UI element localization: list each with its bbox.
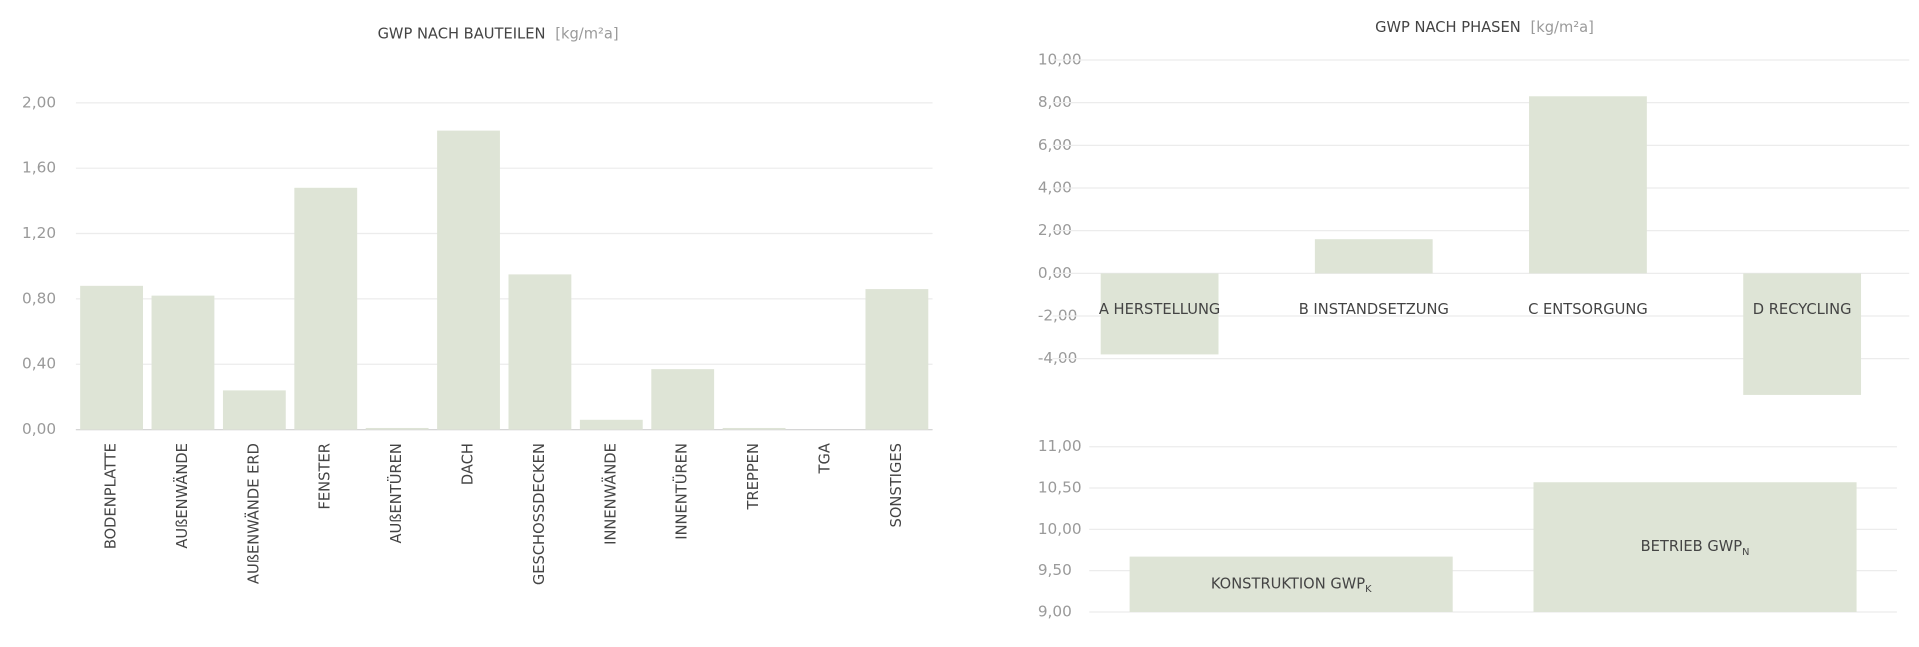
- bar-label-text: KONSTRUKTION GWP: [1211, 575, 1365, 592]
- y-tick-label: 9,00: [1038, 602, 1072, 620]
- y-tick-label: 10,00: [1038, 520, 1082, 538]
- bar: [1129, 556, 1453, 612]
- bar: [508, 274, 572, 430]
- x-tick-label: INNENWÄNDE: [601, 443, 619, 545]
- bar-label: KONSTRUKTION GWPK: [1211, 575, 1372, 595]
- x-tick-label: BODENPLATTE: [103, 443, 120, 549]
- y-tick-label: 1,20: [22, 224, 56, 242]
- y-tick-label: 11,00: [1038, 437, 1082, 455]
- chart-title: GWP NACH PHASEN [kg/m²a]: [1375, 19, 1594, 36]
- title-text: GWP NACH PHASEN: [1375, 19, 1521, 36]
- chart-panel: GWP NACH BAUTEILEN [kg/m²a] 0,00 0,40 0,80 1,…: [22, 25, 933, 585]
- bar: [294, 187, 358, 430]
- chart-panel: GWP NACH PHASEN [kg/m²a]-4,00-2,000,002,0…: [1038, 19, 1910, 395]
- bar: [222, 390, 286, 430]
- title-unit: [kg/m²a]: [555, 25, 618, 42]
- y-tick-label: 1,60: [22, 159, 56, 177]
- bar: [365, 427, 429, 430]
- title-text: GWP NACH BAUTEILEN: [378, 25, 546, 42]
- x-tick-label: DACH: [460, 443, 477, 485]
- bar: [151, 295, 215, 430]
- x-tick-label: D RECYCLING: [1753, 301, 1852, 318]
- y-tick-label: 2,00: [22, 93, 56, 111]
- bar-label: BETRIEB GWPN: [1641, 538, 1750, 558]
- bar: [1743, 273, 1862, 395]
- bar: [1529, 96, 1647, 274]
- bar: [1533, 482, 1857, 612]
- bar: [437, 130, 500, 430]
- bar: [1314, 239, 1433, 274]
- bar: [651, 369, 715, 430]
- x-tick-label: AUßENWÄNDE: [173, 443, 191, 549]
- bar-label-subscript: N: [1742, 547, 1749, 558]
- bar: [1100, 273, 1219, 355]
- x-tick-label: SONSTIGES: [888, 443, 905, 527]
- y-tick-label: 10,50: [1038, 479, 1082, 497]
- bar-label-text: BETRIEB GWP: [1641, 538, 1743, 555]
- x-tick-label: FENSTER: [317, 443, 334, 509]
- y-tick-label: 0,80: [22, 289, 56, 307]
- chart-panel: 9,00 9,50 10,00 10,50 11,00 KONSTRUKTION GWPK…: [1038, 437, 1897, 620]
- x-tick-label: GESCHOSSDECKEN: [531, 443, 548, 585]
- x-tick-label: AUßENTÜREN: [387, 443, 405, 543]
- y-tick-label: 9,50: [1038, 561, 1072, 579]
- x-tick-label: A HERSTELLUNG: [1099, 301, 1220, 318]
- bar: [865, 289, 929, 430]
- x-tick-label: TGA: [816, 443, 833, 474]
- x-tick-label: C ENTSORGUNG: [1528, 301, 1648, 318]
- title-unit: [kg/m²a]: [1531, 19, 1594, 36]
- x-tick-label: AUßENWÄNDE ERD: [244, 443, 262, 584]
- bar: [722, 427, 786, 430]
- x-tick-label: B INSTANDSETZUNG: [1299, 301, 1449, 318]
- chart-title: GWP NACH BAUTEILEN [kg/m²a]: [378, 25, 619, 42]
- bar: [579, 419, 643, 430]
- bar-label-subscript: K: [1365, 584, 1372, 595]
- bar: [80, 285, 143, 430]
- x-tick-label: INNENTÜREN: [673, 443, 691, 540]
- y-tick-label: 0,00: [22, 420, 56, 438]
- y-tick-label: 0,40: [22, 355, 56, 373]
- x-tick-label: TREPPEN: [745, 443, 762, 510]
